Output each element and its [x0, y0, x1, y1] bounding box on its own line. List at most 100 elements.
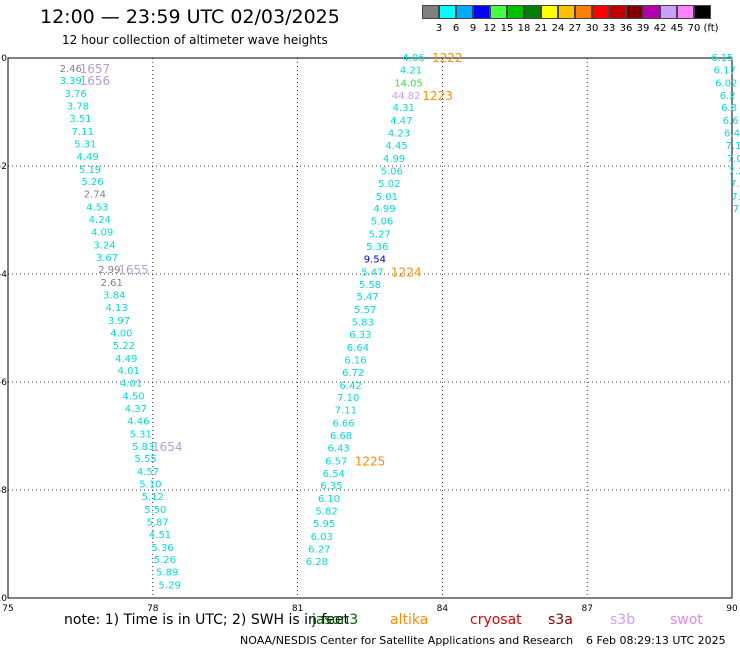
- legend-label: 9: [469, 23, 477, 34]
- swh-value-label: 5.06: [381, 166, 403, 177]
- legend-label: 24: [551, 23, 565, 34]
- swh-value-label: 4.57: [137, 467, 159, 478]
- x-tick-label: 75: [2, 604, 13, 614]
- swh-value-label: 5.26: [154, 555, 176, 566]
- swh-value-label: 6.42: [340, 381, 362, 392]
- x-tick-label: 90: [726, 604, 738, 614]
- swh-value-label: 4.00: [110, 328, 132, 339]
- footer-note: note: 1) Time is in UTC; 2) SWH is in fe…: [64, 612, 350, 628]
- swh-value-label: 4.49: [77, 152, 99, 163]
- y-tick-label: -10: [0, 594, 7, 604]
- legend-swatch: [490, 5, 507, 19]
- swh-value-label: 4.46: [127, 416, 149, 427]
- chart-title: 12:00 — 23:59 UTC 02/03/2025: [40, 6, 340, 28]
- swh-value-label: 3.97: [108, 316, 130, 327]
- credit-text: NOAA/NESDIS Center for Satellite Applica…: [240, 634, 574, 647]
- swh-value-label: 7.11: [335, 406, 357, 417]
- swh-value-label: 2.46: [60, 64, 82, 75]
- swh-value-label: 4.21: [400, 65, 422, 76]
- swh-value-label: 7.11: [72, 127, 94, 138]
- pass-time-label: 1654: [152, 440, 183, 454]
- chart-subtitle: 12 hour collection of altimeter wave hei…: [62, 33, 328, 47]
- legend-label: 45: [670, 23, 684, 34]
- swh-value-label: 6.64: [347, 343, 369, 354]
- swh-value-label: 3.78: [67, 102, 89, 113]
- swh-value-label: 5.50: [144, 505, 166, 516]
- legend-label: 42: [653, 23, 667, 34]
- legend-swatch: [422, 5, 439, 19]
- swh-value-label: 4.49: [115, 354, 137, 365]
- swh-value-label: 9.54: [364, 254, 386, 265]
- swh-value-label: 5.82: [315, 507, 337, 518]
- y-tick-label: -4: [0, 270, 7, 280]
- swh-value-label: 3.24: [93, 240, 115, 251]
- pass-time-label: 1655: [118, 263, 149, 277]
- swh-value-label: 5.87: [146, 517, 168, 528]
- swh-value-label: 5.31: [130, 429, 152, 440]
- swh-value-label: 3.76: [64, 89, 86, 100]
- swh-value-label: 6.57: [325, 456, 347, 467]
- legend-swatch: [592, 5, 609, 19]
- swh-value-label: 7.3: [731, 192, 740, 203]
- swh-value-label: 5.29: [159, 581, 181, 592]
- swh-value-label: 5.47: [361, 267, 383, 278]
- swh-value-label: 5.83: [132, 442, 154, 453]
- satellite-cryosat: cryosat: [470, 612, 522, 628]
- x-tick-label: 78: [147, 604, 159, 614]
- swh-value-label: 4.01: [120, 379, 142, 390]
- swh-value-label: 4.47: [390, 116, 412, 127]
- swh-value-label: 6.6: [723, 116, 739, 127]
- swh-value-label: 7.2: [728, 166, 740, 177]
- satellite-s3b: s3b: [610, 612, 636, 628]
- swh-value-label: 5.19: [79, 165, 101, 176]
- swh-value-label: 6.17: [714, 65, 736, 76]
- swh-value-label: 4.24: [89, 215, 111, 226]
- legend-label: 33: [602, 23, 616, 34]
- swh-value-label: 6.54: [323, 469, 345, 480]
- swh-value-label: 4.01: [118, 366, 140, 377]
- swh-value-label: 6.15: [711, 53, 733, 64]
- x-tick-label: 84: [437, 604, 449, 614]
- swh-value-label: 6.33: [349, 330, 371, 341]
- legend-label: 18: [517, 23, 531, 34]
- swh-value-label: 7.5: [733, 204, 740, 215]
- swh-value-label: 2.61: [101, 278, 123, 289]
- legend-swatch: [660, 5, 677, 19]
- swh-value-label: 7.1: [725, 141, 740, 152]
- swh-value-label: 5.01: [376, 192, 398, 203]
- swh-value-label: 5.12: [142, 492, 164, 503]
- swh-value-label: 4.50: [122, 392, 144, 403]
- legend-label: 21: [534, 23, 548, 34]
- pass-time-label: 1223: [422, 89, 453, 103]
- swh-value-label: 5.26: [81, 177, 103, 188]
- swh-value-label: 6.35: [320, 481, 342, 492]
- legend-swatch: [558, 5, 575, 19]
- swh-value-label: 5.31: [74, 139, 96, 150]
- legend-label: 70: [687, 23, 701, 34]
- legend-swatch: [456, 5, 473, 19]
- swh-value-label: 6.2: [720, 91, 736, 102]
- swh-value-label: 4.06: [402, 53, 424, 64]
- swh-value-label: 4.37: [125, 404, 147, 415]
- legend-label: 6: [452, 23, 460, 34]
- swh-value-label: 3.67: [96, 253, 118, 264]
- legend-swatch: [507, 5, 524, 19]
- satellite-altika: altika: [390, 612, 429, 628]
- legend-swatch: [473, 5, 490, 19]
- legend-swatch: [439, 5, 456, 19]
- swh-value-label: 7.0: [727, 154, 740, 165]
- swh-value-label: 7.10: [337, 393, 359, 404]
- swh-value-label: 7.4: [730, 179, 740, 190]
- swh-value-label: 6.27: [308, 544, 330, 555]
- pass-time-label: 1225: [355, 454, 386, 468]
- swh-value-label: 6.10: [318, 494, 340, 505]
- satellite-swot: swot: [670, 612, 703, 628]
- swh-value-label: 6.28: [306, 557, 328, 568]
- pass-time-label: 1222: [432, 51, 463, 65]
- legend-swatch: [626, 5, 643, 19]
- swh-value-label: 3.84: [103, 291, 125, 302]
- legend-swatch: [694, 5, 711, 19]
- satellite-s3a: s3a: [548, 612, 573, 628]
- swh-value-label: 5.27: [369, 230, 391, 241]
